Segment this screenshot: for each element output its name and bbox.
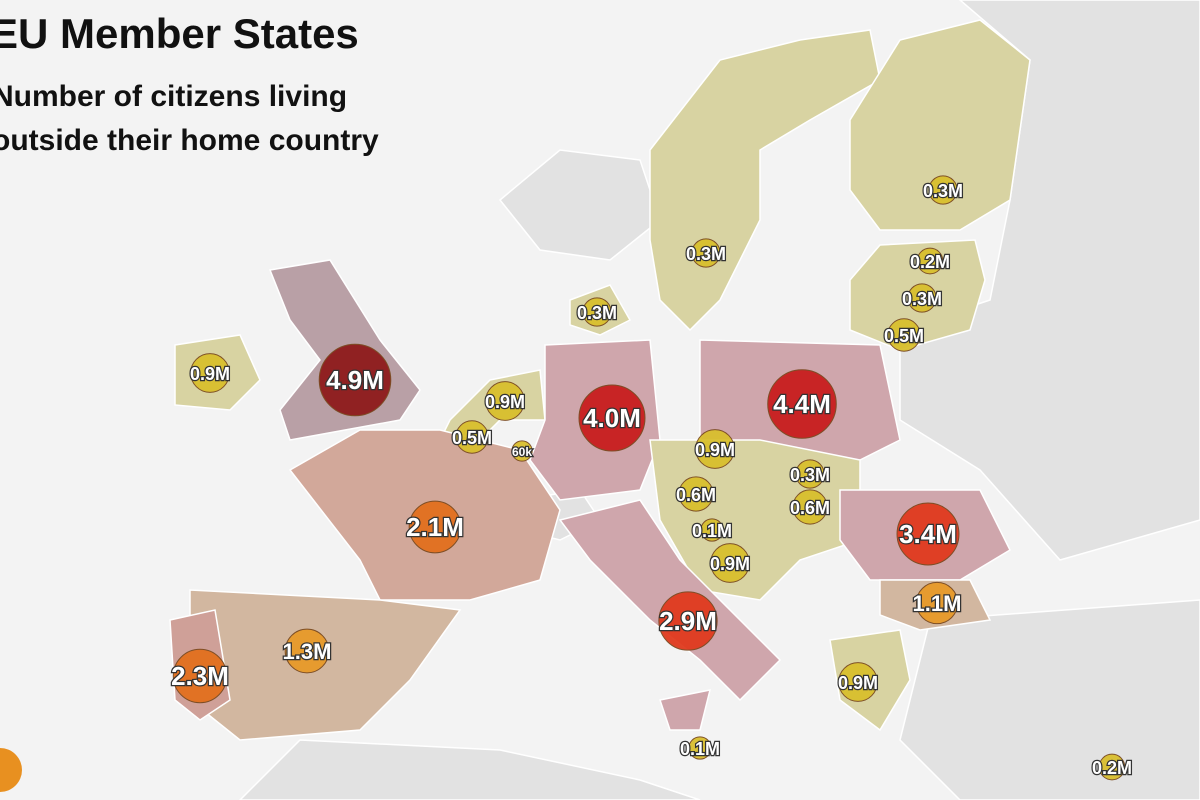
- background-land: [238, 0, 1200, 800]
- sicily: [659, 689, 712, 731]
- bubble: [284, 628, 330, 674]
- bubble: [915, 581, 959, 625]
- bubble: [190, 353, 230, 393]
- bubble-label: 0.6M: [676, 485, 716, 505]
- bubble-label: 0.9M: [190, 364, 230, 384]
- bubble: [691, 238, 721, 268]
- bubble: [887, 318, 921, 352]
- bubble: [700, 518, 724, 542]
- bubble: [582, 297, 612, 327]
- bubble-label: 4.9M: [326, 365, 384, 395]
- bubble-label: 0.3M: [686, 244, 726, 264]
- subtitle: outside their home country: [0, 124, 379, 157]
- bubble-label: 0.3M: [902, 289, 942, 309]
- spain: [189, 589, 462, 741]
- bubble-label: 2.9M: [659, 606, 717, 636]
- bubble-label: 0.3M: [790, 465, 830, 485]
- bubble: [172, 648, 228, 704]
- bubble: [767, 369, 837, 439]
- bubble: [485, 381, 525, 421]
- bubble: [907, 283, 937, 313]
- bubble: [318, 343, 392, 417]
- title: EU Member States: [0, 10, 359, 57]
- bubble-label: 0.3M: [923, 181, 963, 201]
- bubble-label: 0.9M: [695, 440, 735, 460]
- bubble: [1098, 753, 1126, 781]
- bubble-label: 4.0M: [583, 403, 641, 433]
- bubble-label: 0.1M: [680, 739, 720, 759]
- bubble: [928, 175, 958, 205]
- bubble-label: 0.5M: [884, 326, 924, 346]
- finland: [849, 19, 1031, 231]
- bubble-label: 1.3M: [283, 639, 332, 664]
- markers: 4.9M 4.0M 4.4M 3.4M 2.9M 2.1M 2.3M 1.3M 1.1M 0.9M…: [170, 175, 1133, 781]
- bubble: [511, 440, 533, 462]
- bubble: [896, 502, 960, 566]
- bubble: [916, 247, 944, 275]
- subtitle: Number of citizens living: [0, 80, 347, 113]
- bubble-label: 0.6M: [790, 498, 830, 518]
- bubble: [678, 476, 714, 512]
- bubble: [710, 543, 750, 583]
- bubble-label: 1.1M: [913, 591, 962, 616]
- bubble-label: 60k: [512, 445, 532, 459]
- bubble: [455, 420, 489, 454]
- bubble-label: 2.3M: [171, 661, 229, 691]
- bubble: [838, 662, 878, 702]
- bubble-label: 0.3M: [577, 303, 617, 323]
- bubble: [795, 459, 825, 489]
- legend-circle: [0, 748, 22, 792]
- bubble: [408, 500, 462, 554]
- sweden: [649, 29, 881, 332]
- bubble-label: 3.4M: [899, 519, 957, 549]
- bubble-label: 0.9M: [710, 554, 750, 574]
- bubble: [688, 736, 712, 760]
- bubble-label: 0.9M: [838, 673, 878, 693]
- bubble-label: 0.1M: [692, 521, 732, 541]
- bubble: [578, 384, 646, 452]
- bubble-label: 4.4M: [773, 389, 831, 419]
- bubble-label: 0.9M: [485, 392, 525, 412]
- bubble-label: 0.2M: [1092, 758, 1132, 778]
- bubble: [695, 429, 735, 469]
- bubble: [658, 591, 718, 651]
- bubble-label: 0.5M: [452, 428, 492, 448]
- bubble: [792, 489, 828, 525]
- bubble-label: 0.2M: [910, 252, 950, 272]
- bubble-label: 2.1M: [406, 512, 464, 542]
